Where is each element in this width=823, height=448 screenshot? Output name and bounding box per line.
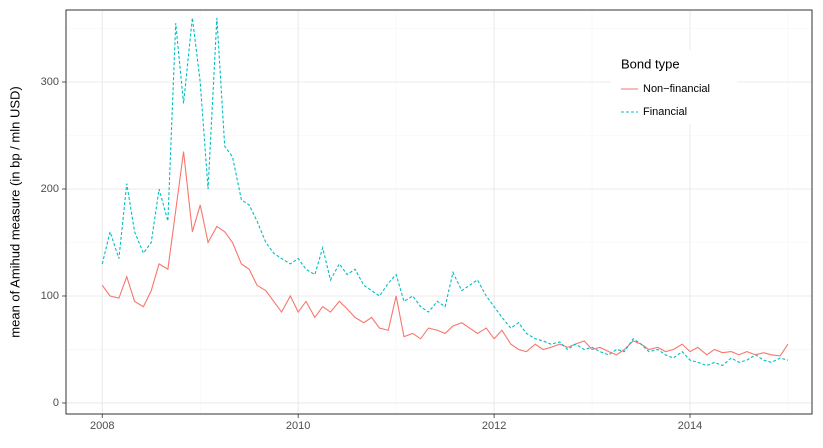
y-tick-label: 300 (41, 76, 59, 88)
line-series (101, 151, 789, 357)
x-tick-label: 2008 (90, 420, 114, 432)
x-tick-label: 2012 (482, 420, 506, 432)
panel-border (65, 9, 813, 415)
x-tick-label: 2014 (678, 420, 702, 432)
legend-label: Financial (643, 106, 687, 118)
legend-title: Bond type (621, 56, 680, 71)
x-tick-label: 2010 (286, 420, 310, 432)
line-series (101, 17, 789, 367)
legend-label: Non−financial (643, 83, 710, 95)
y-tick-label: 0 (53, 397, 59, 409)
legend: Bond type Non−financial Financial (611, 50, 737, 124)
y-tick-label: 200 (41, 183, 59, 195)
y-axis-label: mean of Amihud measure (in bp / mln USD) (7, 86, 22, 337)
y-tick-label: 100 (41, 290, 59, 302)
